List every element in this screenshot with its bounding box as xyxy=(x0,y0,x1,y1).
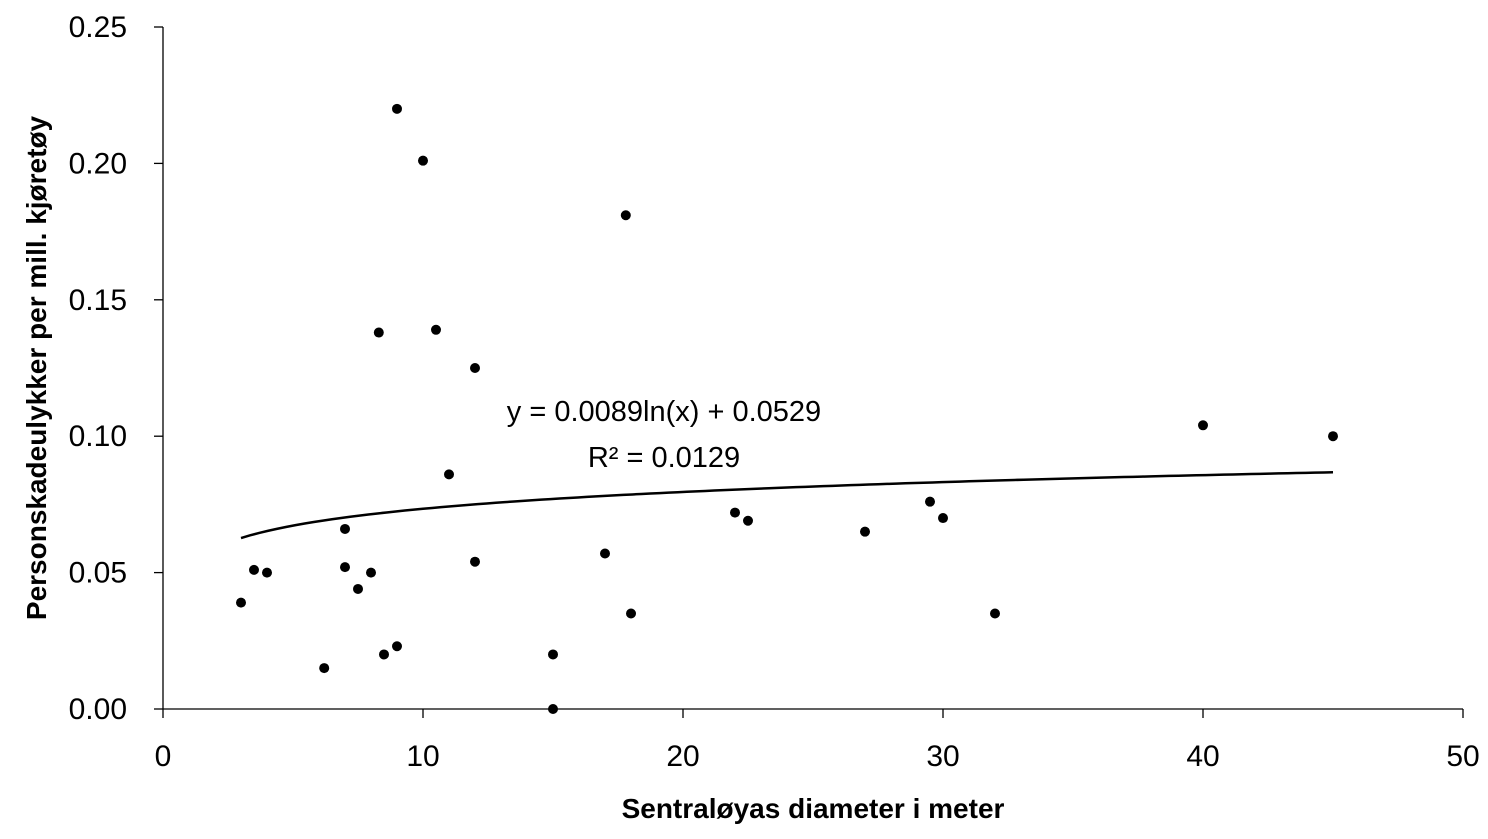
data-point xyxy=(353,583,363,594)
data-point xyxy=(548,649,558,660)
data-point xyxy=(470,363,480,373)
data-point xyxy=(1328,431,1338,442)
x-tick-label: 50 xyxy=(1446,740,1479,773)
data-point xyxy=(990,608,1000,619)
x-axis-title: Sentraløyas diameter i meter xyxy=(622,793,1005,824)
x-tick-label: 30 xyxy=(926,740,959,773)
y-tick-label: 0.25 xyxy=(69,11,127,44)
y-tick-label: 0.10 xyxy=(69,420,127,453)
data-point xyxy=(600,548,610,559)
x-tick-label: 40 xyxy=(1186,740,1219,773)
y-axis-title: Personskadeulykker per mill. kjøretøy xyxy=(21,115,52,620)
data-point xyxy=(392,641,402,652)
data-point xyxy=(548,704,558,714)
data-point xyxy=(340,523,350,534)
data-point xyxy=(470,556,480,567)
y-tick-label: 0.00 xyxy=(69,693,127,726)
data-point xyxy=(418,155,428,166)
trendline xyxy=(240,471,1334,540)
data-points xyxy=(236,103,1338,714)
data-point xyxy=(925,496,935,507)
data-point xyxy=(730,507,740,518)
data-point xyxy=(938,513,948,524)
x-tick-label: 0 xyxy=(155,740,172,773)
data-point xyxy=(626,608,636,619)
axes xyxy=(162,27,1463,710)
data-point xyxy=(249,564,259,575)
x-ticks: 0 10 20 30 40 50 xyxy=(155,709,1480,773)
y-ticks: 0.00 0.05 0.10 0.15 0.20 0.25 xyxy=(69,11,163,726)
y-tick-label: 0.05 xyxy=(69,557,127,590)
trendline-equation: y = 0.0089ln(x) + 0.0529 xyxy=(507,396,821,428)
data-point xyxy=(319,663,330,674)
y-tick-label: 0.15 xyxy=(69,284,127,317)
data-point xyxy=(366,567,376,578)
data-point xyxy=(444,469,454,480)
data-point xyxy=(1198,420,1208,431)
x-tick-label: 10 xyxy=(406,740,439,773)
data-point xyxy=(620,210,631,221)
y-tick-label: 0.20 xyxy=(69,147,127,180)
data-point xyxy=(340,562,350,573)
data-point xyxy=(379,649,389,660)
trendline-r2: R² = 0.0129 xyxy=(588,442,740,474)
data-point xyxy=(262,567,272,578)
data-point xyxy=(860,526,870,537)
data-point xyxy=(743,515,753,526)
data-point xyxy=(373,327,384,338)
x-tick-label: 20 xyxy=(666,740,699,773)
data-point xyxy=(236,597,246,608)
data-point xyxy=(392,103,402,114)
data-point xyxy=(431,324,441,335)
